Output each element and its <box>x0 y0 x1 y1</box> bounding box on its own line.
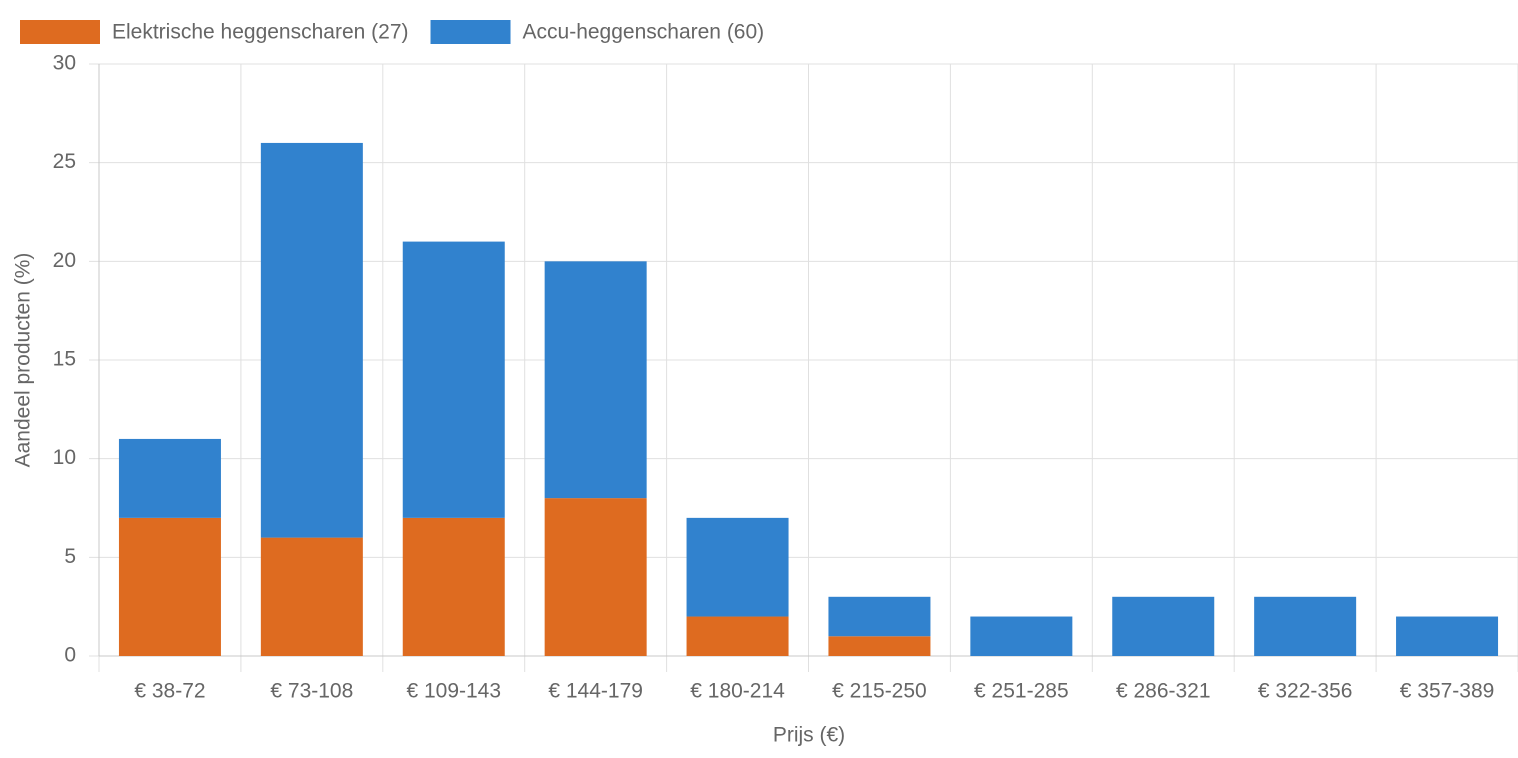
x-tick-label: € 180-214 <box>690 680 785 703</box>
legend-label: Elektrische heggenscharen (27) <box>112 21 409 44</box>
legend-label: Accu-heggenscharen (60) <box>523 21 765 44</box>
x-tick-label: € 73-108 <box>270 680 353 703</box>
x-tick-label: € 357-389 <box>1400 680 1495 703</box>
y-tick-label: 25 <box>53 150 76 173</box>
bar <box>544 261 647 499</box>
bar <box>686 616 789 656</box>
x-tick-label: € 144-179 <box>548 680 643 703</box>
x-tick-label: € 109-143 <box>406 680 501 703</box>
y-axis-label: Aandeel producten (%) <box>12 253 35 468</box>
x-tick-label: € 251-285 <box>974 680 1069 703</box>
bar <box>118 438 221 518</box>
y-tick-label: 20 <box>53 249 76 272</box>
bar <box>828 596 931 637</box>
bar <box>828 636 931 656</box>
legend-swatch <box>430 20 511 44</box>
bar <box>686 517 789 617</box>
bar <box>1254 596 1357 656</box>
bar <box>402 241 505 518</box>
bar <box>1396 616 1499 656</box>
x-tick-label: € 38-72 <box>134 680 205 703</box>
bar <box>402 517 505 656</box>
y-tick-label: 0 <box>64 644 76 667</box>
x-tick-label: € 322-356 <box>1258 680 1353 703</box>
y-tick-label: 5 <box>64 545 76 568</box>
legend-swatch <box>20 20 100 44</box>
x-tick-label: € 286-321 <box>1116 680 1211 703</box>
bar <box>1112 596 1215 656</box>
y-tick-label: 15 <box>53 348 76 371</box>
bar <box>544 498 647 656</box>
y-tick-label: 30 <box>53 52 76 75</box>
bar <box>260 537 363 656</box>
x-tick-label: € 215-250 <box>832 680 927 703</box>
bar <box>260 142 363 538</box>
bar <box>970 616 1073 656</box>
bar <box>118 517 221 656</box>
x-axis-label: Prijs (€) <box>773 724 845 747</box>
y-tick-label: 10 <box>53 446 76 469</box>
